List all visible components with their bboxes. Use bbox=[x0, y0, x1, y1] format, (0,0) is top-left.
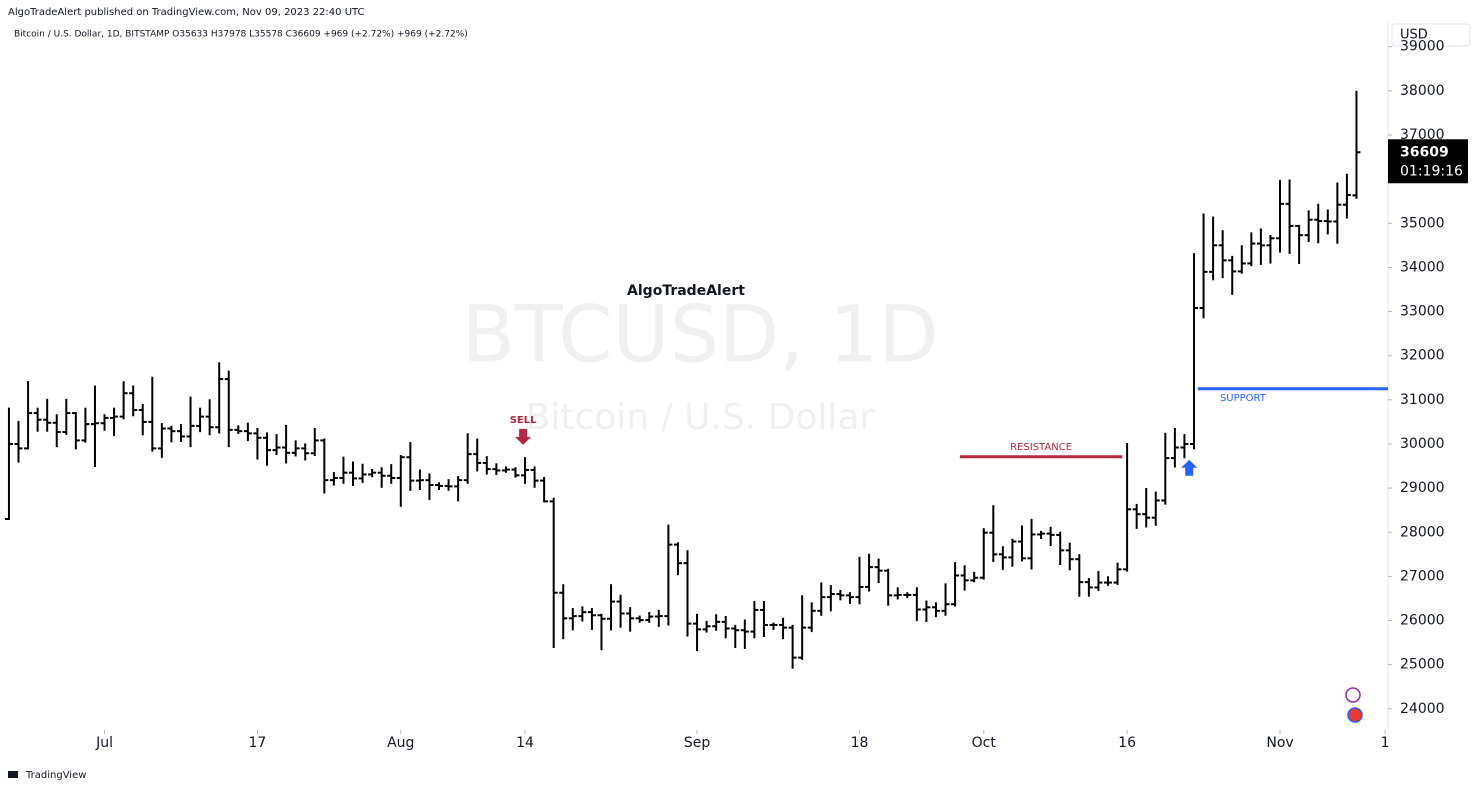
signal-arrow bbox=[1181, 459, 1198, 476]
level-label: RESISTANCE bbox=[1010, 442, 1072, 453]
y-tick-label: 35000 bbox=[1400, 215, 1445, 231]
published-note: AlgoTradeAlert published on TradingView.… bbox=[8, 7, 365, 18]
y-tick-label: 38000 bbox=[1400, 83, 1445, 99]
y-tick-label: 25000 bbox=[1400, 657, 1445, 673]
y-tick-label: 29000 bbox=[1400, 480, 1445, 496]
currency-button[interactable] bbox=[1391, 23, 1471, 47]
x-tick-label: 14 bbox=[516, 735, 534, 751]
x-tick-label: Jul bbox=[95, 735, 113, 751]
level-label: SUPPORT bbox=[1220, 393, 1267, 404]
x-tick-label: Aug bbox=[387, 735, 414, 751]
footer: TradingView bbox=[25, 770, 86, 781]
x-tick-label: 18 bbox=[851, 735, 869, 751]
signal-label: SELL bbox=[510, 415, 537, 426]
y-tick-label: 39000 bbox=[1400, 39, 1445, 55]
y-tick-label: 34000 bbox=[1400, 259, 1445, 275]
x-tick-label: 17 bbox=[249, 735, 267, 751]
author: AlgoTradeAlert bbox=[627, 283, 745, 299]
y-tick-label: 31000 bbox=[1400, 392, 1445, 408]
icon[interactable] bbox=[1345, 687, 1361, 703]
x-tick-label: Oct bbox=[972, 735, 997, 751]
y-tick-label: 24000 bbox=[1400, 701, 1445, 717]
watermark-subtitle: Bitcoin / U.S. Dollar bbox=[526, 397, 875, 438]
y-tick-label: 28000 bbox=[1400, 524, 1445, 540]
signal-arrow bbox=[515, 428, 532, 445]
x-tick-label: 1 bbox=[1381, 735, 1390, 751]
legend: Bitcoin / U.S. Dollar, 1D, BITSTAMP O356… bbox=[14, 30, 468, 40]
icon[interactable] bbox=[1347, 707, 1363, 723]
countdown: 01:19:16 bbox=[1400, 163, 1463, 179]
x-tick-label: Nov bbox=[1266, 735, 1293, 751]
y-tick-label: 27000 bbox=[1400, 568, 1445, 584]
price-label: 36609 bbox=[1400, 144, 1449, 160]
footer-logo bbox=[8, 771, 18, 778]
watermark: BTCUSD, 1D bbox=[462, 290, 939, 380]
x-tick-label: Sep bbox=[684, 735, 711, 751]
y-tick-label: 37000 bbox=[1400, 127, 1445, 143]
x-tick-label: 16 bbox=[1118, 735, 1136, 751]
y-tick-label: 32000 bbox=[1400, 348, 1445, 364]
currency[interactable]: USD bbox=[1400, 28, 1428, 43]
y-tick-label: 26000 bbox=[1400, 613, 1445, 629]
y-tick-label: 33000 bbox=[1400, 304, 1445, 320]
price-label-box bbox=[1388, 139, 1468, 184]
y-tick-label: 30000 bbox=[1400, 436, 1445, 452]
plot: 24000 25000 26000 27000 28000 29000 30000 31000… bbox=[4, 39, 1468, 751]
